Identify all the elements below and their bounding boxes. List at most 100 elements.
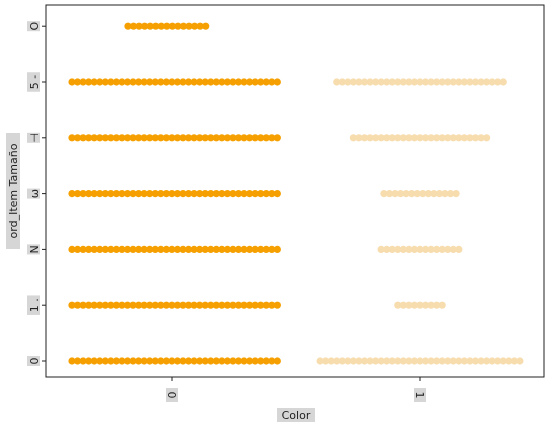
data-point bbox=[218, 78, 226, 86]
data-point bbox=[163, 22, 171, 30]
data-point bbox=[471, 134, 480, 142]
data-point bbox=[262, 78, 270, 86]
data-point bbox=[112, 357, 120, 365]
data-point bbox=[388, 357, 396, 365]
data-point bbox=[123, 245, 132, 253]
data-point bbox=[394, 301, 402, 309]
data-point bbox=[112, 78, 120, 86]
data-point bbox=[68, 301, 76, 309]
data-point bbox=[173, 357, 182, 365]
data-point bbox=[140, 134, 148, 142]
data-point bbox=[201, 190, 209, 198]
data-point bbox=[140, 301, 148, 309]
data-point bbox=[123, 78, 132, 86]
data-point bbox=[273, 301, 281, 309]
data-point bbox=[410, 134, 419, 142]
data-point bbox=[146, 134, 154, 142]
data-point bbox=[96, 357, 104, 365]
data-point bbox=[68, 134, 76, 142]
data-point bbox=[196, 78, 204, 86]
y-tick-label-group: ω bbox=[27, 188, 41, 199]
data-point bbox=[251, 190, 259, 198]
data-point bbox=[90, 78, 98, 86]
data-point bbox=[413, 190, 421, 198]
data-point bbox=[212, 357, 220, 365]
data-point bbox=[79, 357, 87, 365]
data-point bbox=[218, 301, 226, 309]
data-point bbox=[262, 357, 270, 365]
data-point bbox=[399, 134, 407, 142]
data-point bbox=[483, 357, 491, 365]
data-point bbox=[455, 357, 463, 365]
data-point bbox=[416, 245, 424, 253]
data-point bbox=[79, 190, 87, 198]
x-tick-label: 1 bbox=[413, 392, 426, 399]
data-point bbox=[449, 245, 457, 253]
y-tick-label: N bbox=[28, 245, 41, 253]
data-point bbox=[112, 301, 120, 309]
data-point bbox=[377, 78, 385, 86]
data-point bbox=[218, 134, 226, 142]
plot-frame bbox=[45, 4, 545, 378]
data-point bbox=[394, 78, 402, 86]
data-point bbox=[90, 301, 98, 309]
data-point bbox=[262, 134, 270, 142]
data-point bbox=[212, 134, 220, 142]
data-point bbox=[372, 134, 380, 142]
data-point bbox=[349, 134, 357, 142]
data-point bbox=[135, 134, 143, 142]
data-point bbox=[90, 190, 98, 198]
data-point bbox=[257, 134, 265, 142]
data-point bbox=[405, 301, 413, 309]
data-point bbox=[405, 78, 413, 86]
data-point bbox=[262, 190, 270, 198]
data-point bbox=[73, 357, 82, 365]
data-point bbox=[212, 190, 220, 198]
data-point bbox=[421, 245, 430, 253]
data-point bbox=[405, 357, 413, 365]
data-point bbox=[441, 190, 449, 198]
x-axis-label: Color bbox=[282, 409, 311, 422]
data-point bbox=[212, 245, 220, 253]
data-point bbox=[338, 78, 346, 86]
y-tick-label-background bbox=[27, 72, 40, 92]
data-point bbox=[184, 357, 193, 365]
data-point bbox=[151, 245, 159, 253]
data-point bbox=[146, 22, 154, 30]
data-point bbox=[79, 78, 87, 86]
data-point bbox=[433, 357, 441, 365]
y-axis-label: ord_Item Tamaño bbox=[7, 143, 20, 238]
data-point bbox=[68, 245, 76, 253]
data-point bbox=[402, 190, 410, 198]
data-point bbox=[190, 301, 198, 309]
data-point bbox=[421, 301, 430, 309]
data-point bbox=[151, 134, 159, 142]
data-point bbox=[360, 134, 369, 142]
data-point bbox=[455, 78, 463, 86]
data-point bbox=[388, 245, 396, 253]
data-point bbox=[430, 190, 438, 198]
data-point bbox=[419, 190, 427, 198]
data-point bbox=[438, 245, 446, 253]
y-tick-label-background bbox=[27, 132, 40, 143]
data-point bbox=[190, 357, 198, 365]
y-tick-label-group: 0 bbox=[27, 356, 41, 366]
data-point bbox=[421, 134, 430, 142]
data-point bbox=[96, 245, 104, 253]
data-point bbox=[207, 190, 215, 198]
data-point bbox=[388, 78, 396, 86]
data-point bbox=[360, 78, 369, 86]
data-point bbox=[438, 301, 446, 309]
y-tick-label-background bbox=[27, 295, 40, 315]
data-point bbox=[196, 357, 204, 365]
data-point bbox=[273, 190, 281, 198]
data-point bbox=[377, 357, 385, 365]
data-point bbox=[444, 134, 452, 142]
data-point bbox=[85, 245, 93, 253]
data-point bbox=[234, 245, 243, 253]
data-point bbox=[107, 357, 115, 365]
data-point bbox=[349, 357, 357, 365]
data-point bbox=[141, 22, 149, 30]
data-point bbox=[360, 357, 369, 365]
data-point bbox=[140, 357, 148, 365]
